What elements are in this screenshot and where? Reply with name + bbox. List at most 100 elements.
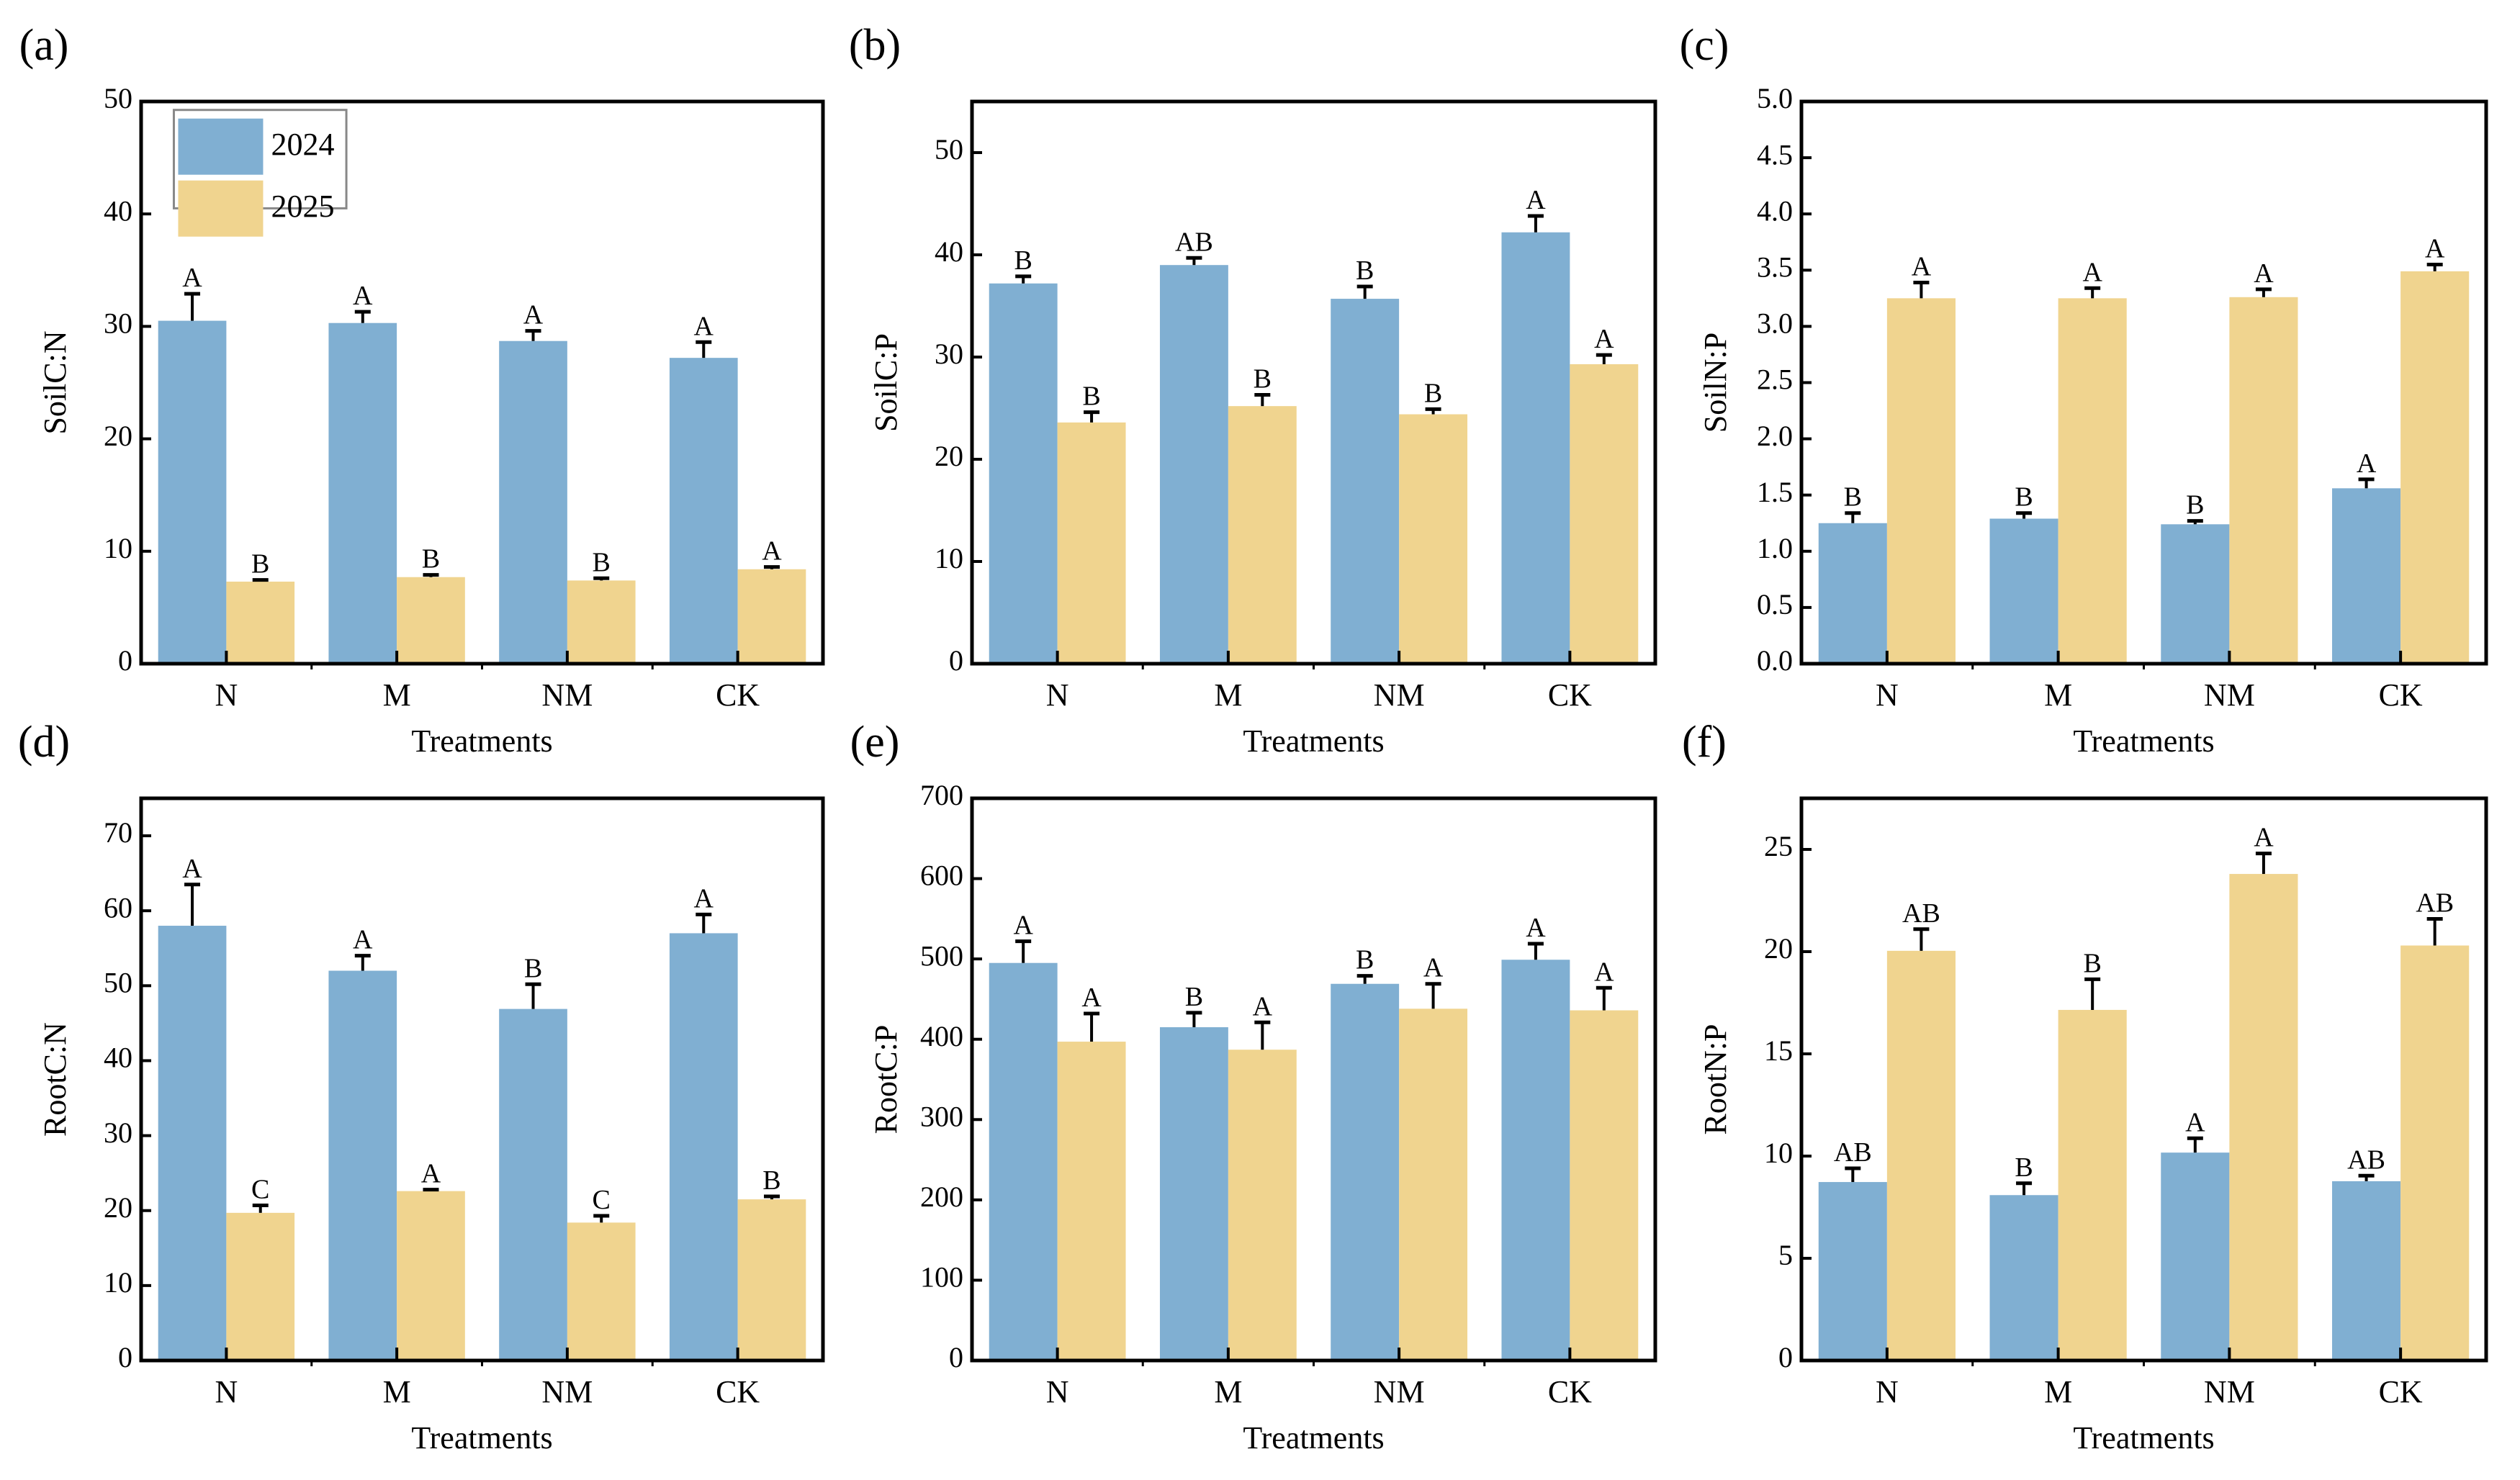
bar-2025-CK <box>737 569 806 664</box>
bar-2024-N <box>158 320 227 664</box>
significance-letter: A <box>353 925 373 955</box>
x-tick-label: M <box>1214 677 1242 713</box>
significance-letter: AB <box>1902 898 1940 929</box>
bar-2024-NM <box>1331 983 1400 1361</box>
panel-letter: (e) <box>850 718 900 767</box>
significance-letter: A <box>2254 823 2274 853</box>
significance-letter: C <box>251 1174 269 1204</box>
bar-2024-NM <box>1331 299 1400 664</box>
legend-label: 2024 <box>271 127 334 162</box>
bar-2025-N <box>1886 298 1956 664</box>
significance-letter: A <box>2185 1107 2205 1137</box>
y-tick-label: 20 <box>1764 932 1793 965</box>
significance-letter: B <box>2015 1152 2033 1183</box>
significance-letter: B <box>1082 382 1100 412</box>
bar-2025-CK <box>1570 364 1639 664</box>
significance-letter: C <box>593 1185 611 1215</box>
y-axis-label: RootC:N <box>37 1022 73 1137</box>
significance-letter: B <box>1254 364 1272 394</box>
legend: 2024 2025 <box>172 109 348 237</box>
panel-c: (c) B B B A A A A A 0.0 0.5 1.0 1.5 2.0 2.5 3.0 3.5 4.0 4.… <box>1680 21 2488 759</box>
panel-letter: (f) <box>1682 718 1727 767</box>
bar-2025-CK <box>2400 271 2470 664</box>
panel-letter: (a) <box>19 21 69 70</box>
bar-2025-N <box>1886 950 1956 1361</box>
significance-letter: AB <box>2416 888 2454 919</box>
significance-letter: A <box>762 536 782 567</box>
y-tick-label: 20 <box>104 1191 132 1224</box>
significance-letter: B <box>422 544 440 574</box>
bar-2024-CK <box>669 358 738 664</box>
y-tick-label: 10 <box>104 1266 132 1299</box>
x-tick-label: CK <box>2379 1374 2423 1409</box>
y-tick-label: 40 <box>104 1042 132 1074</box>
panel-letter: (b) <box>849 21 901 70</box>
y-tick-label: 700 <box>920 779 963 811</box>
x-tick-label: NM <box>1374 1374 1425 1409</box>
y-tick-label: 40 <box>104 194 132 227</box>
panel-letter: (c) <box>1680 21 1729 70</box>
bar-2024-M <box>1159 1026 1228 1361</box>
x-tick-label: M <box>2044 677 2072 713</box>
bar-2024-M <box>1989 1195 2058 1361</box>
bar-2024-M <box>328 970 397 1361</box>
bar-2024-N <box>158 926 227 1361</box>
y-tick-label: 600 <box>920 859 963 892</box>
significance-letter: A <box>1423 953 1444 983</box>
x-tick-label: N <box>1876 1374 1899 1409</box>
y-tick-label: 0 <box>949 1341 963 1373</box>
legend-swatch-2024 <box>178 118 264 175</box>
significance-letter: A <box>694 883 714 913</box>
y-tick-label: 0 <box>118 644 132 677</box>
x-tick-label: M <box>2044 1374 2072 1409</box>
significance-letter: A <box>1594 957 1614 987</box>
y-tick-label: 50 <box>104 82 132 114</box>
bar-2025-M <box>397 1191 465 1361</box>
bar-2024-CK <box>1501 232 1570 664</box>
significance-letter: B <box>593 547 611 577</box>
significance-letter: B <box>2015 482 2033 513</box>
y-tick-label: 60 <box>104 891 132 924</box>
x-tick-label: N <box>1046 1374 1069 1409</box>
significance-letter: A <box>1912 251 1932 281</box>
y-tick-label: 30 <box>104 1116 132 1149</box>
x-axis-label: Treatments <box>2073 723 2214 759</box>
significance-letter: A <box>2357 448 2377 479</box>
y-tick-label: 20 <box>104 420 132 452</box>
bar-2024-NM <box>2161 1152 2230 1361</box>
bar-2024-M <box>328 322 397 664</box>
significance-letter: A <box>1594 324 1614 354</box>
y-tick-label: 50 <box>104 967 132 999</box>
x-axis-label: Treatments <box>2073 1420 2214 1456</box>
significance-letter: B <box>524 953 542 983</box>
y-tick-label: 0 <box>949 644 963 677</box>
y-tick-label: 25 <box>1764 830 1793 862</box>
bar-2024-NM <box>499 1009 567 1361</box>
y-tick-label: 4.0 <box>1757 194 1793 227</box>
bar-2025-NM <box>1399 414 1468 664</box>
x-tick-label: NM <box>541 1374 593 1409</box>
significance-letter: A <box>2254 258 2274 289</box>
bar-2024-CK <box>669 933 738 1361</box>
x-tick-label: CK <box>2379 677 2423 713</box>
y-tick-label: 0 <box>1778 1341 1793 1373</box>
x-tick-label: M <box>1214 1374 1242 1409</box>
bar-2025-M <box>1228 1050 1297 1361</box>
y-tick-label: 0.5 <box>1757 588 1793 621</box>
y-tick-label: 2.5 <box>1757 364 1793 396</box>
y-tick-label: 4.5 <box>1757 138 1793 171</box>
y-tick-label: 100 <box>920 1261 963 1294</box>
y-tick-label: 0 <box>118 1341 132 1373</box>
significance-letter: A <box>523 300 544 330</box>
significance-letter: A <box>182 263 202 293</box>
y-tick-label: 15 <box>1764 1034 1793 1067</box>
y-tick-label: 20 <box>935 440 963 472</box>
legend-swatch-2025 <box>178 180 264 237</box>
x-tick-label: M <box>383 1374 411 1409</box>
x-tick-label: NM <box>2204 1374 2255 1409</box>
bar-2025-M <box>397 577 465 664</box>
y-axis-label: SoilN:P <box>1698 333 1733 433</box>
bar-2025-N <box>226 1212 295 1361</box>
x-tick-label: NM <box>1374 677 1425 713</box>
